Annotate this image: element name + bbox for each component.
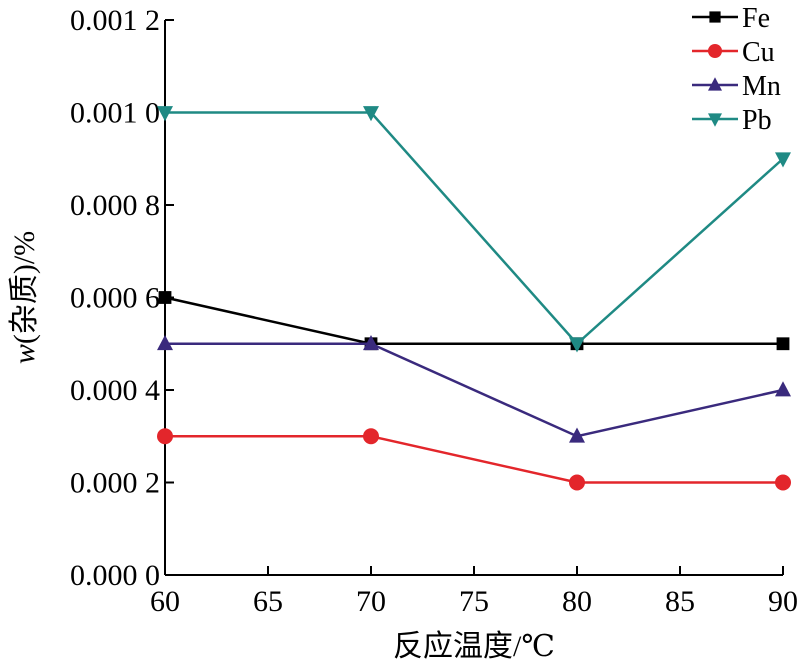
y-tick-label: 0.001 0	[70, 97, 160, 130]
legend-item-pb: Pb	[692, 105, 772, 136]
x-tick-label: 85	[665, 585, 695, 618]
legend-marker-fe	[709, 11, 721, 23]
y-tick-label: 0.000 4	[70, 374, 160, 407]
y-axis-title-rest: (杂质)/%	[8, 231, 41, 344]
series-pb	[157, 106, 791, 353]
data-point-pb	[363, 106, 379, 122]
data-point-cu	[775, 474, 791, 491]
legend-item-fe: Fe	[692, 3, 770, 34]
y-tick-label: 0.000 6	[70, 282, 160, 315]
y-axis-title-variable: w	[8, 344, 41, 364]
data-point-pb	[569, 337, 585, 353]
legend-item-cu: Cu	[692, 37, 775, 68]
legend-label-fe: Fe	[742, 3, 770, 34]
legend-label-cu: Cu	[742, 37, 775, 68]
series-mn	[157, 334, 791, 443]
legend-marker-pb	[708, 113, 722, 127]
x-tick-label: 70	[356, 585, 386, 618]
x-tick-label: 60	[150, 585, 180, 618]
data-point-mn	[157, 334, 173, 351]
series-cu	[157, 428, 791, 491]
y-axis-title: w(杂质)/%	[8, 231, 41, 364]
y-tick-label: 0.000 0	[70, 559, 160, 592]
x-tick-label: 90	[768, 585, 798, 618]
data-point-cu	[363, 428, 379, 445]
data-point-cu	[157, 428, 173, 445]
series-line-fe	[164, 296, 783, 345]
series-fe	[158, 291, 790, 351]
legend-marker-mn	[708, 77, 722, 91]
ticks: 60 65 70 75 80 85 90 0.000 0 0.000 2 0.000 4 0.000…	[70, 4, 798, 618]
axes	[164, 20, 783, 576]
data-point-pb	[775, 152, 791, 168]
x-axis-title: 反应温度/℃	[393, 630, 555, 663]
y-tick-label: 0.001 2	[70, 4, 160, 37]
data-point-mn	[569, 427, 585, 443]
data-point-fe	[158, 291, 172, 304]
series-line-pb	[165, 111, 784, 346]
series-layer	[157, 106, 791, 491]
data-point-fe	[776, 337, 790, 351]
x-tick-label: 80	[562, 585, 592, 618]
y-tick-label: 0.000 8	[70, 189, 160, 222]
legend-label-pb: Pb	[742, 105, 772, 136]
x-tick-label: 75	[459, 585, 489, 618]
data-point-mn	[363, 334, 379, 351]
data-point-mn	[775, 381, 791, 397]
legend-item-mn: Mn	[692, 71, 781, 102]
legend-marker-cu	[708, 44, 722, 58]
data-point-cu	[569, 474, 585, 491]
legend-label-mn: Mn	[742, 71, 781, 102]
series-line-cu	[165, 435, 783, 484]
series-line-mn	[165, 342, 784, 438]
y-tick-label: 0.000 2	[70, 467, 160, 500]
data-point-pb	[157, 106, 173, 122]
x-tick-label: 65	[253, 585, 283, 618]
